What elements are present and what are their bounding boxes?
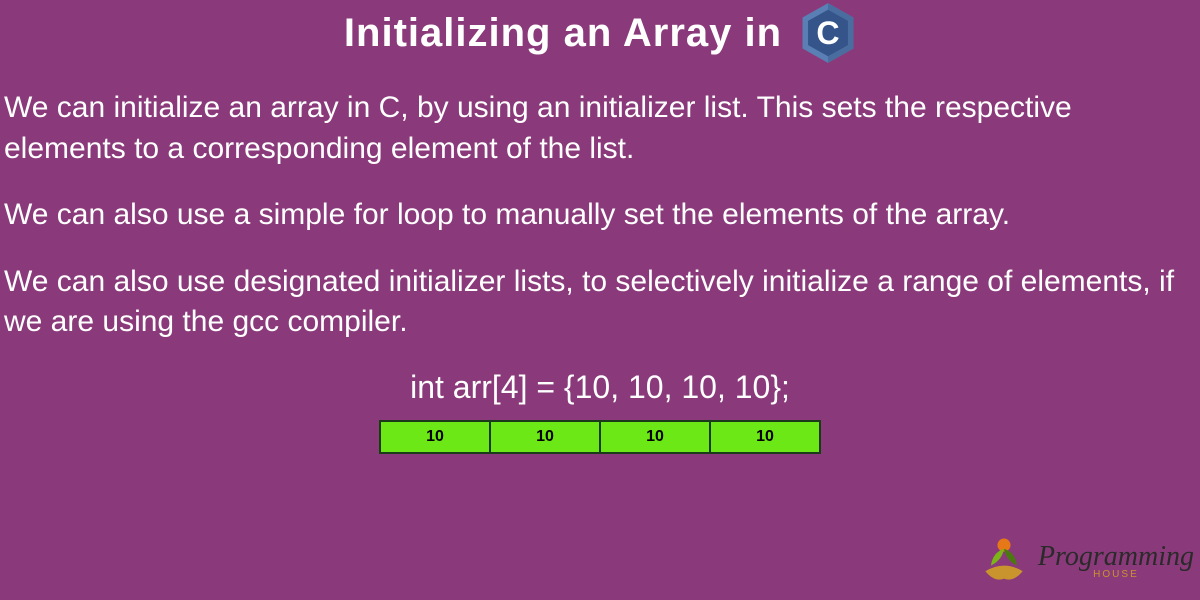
watermark-text-block: Programming HOUSE — [1038, 541, 1194, 580]
code-example: int arr[4] = {10, 10, 10, 10}; — [0, 369, 1200, 406]
array-table: 10 10 10 10 — [379, 420, 821, 454]
array-cell: 10 — [380, 421, 490, 453]
title-row: Initializing an Array in C — [0, 0, 1200, 64]
array-cell: 10 — [490, 421, 600, 453]
array-cell: 10 — [710, 421, 820, 453]
body-text: We can initialize an array in C, by usin… — [0, 88, 1200, 343]
page-title: Initializing an Array in — [344, 11, 782, 56]
array-cell: 10 — [600, 421, 710, 453]
svg-text:C: C — [816, 15, 839, 51]
c-language-icon: C — [800, 2, 856, 64]
table-row: 10 10 10 10 — [380, 421, 820, 453]
paragraph-3: We can also use designated initializer l… — [4, 262, 1196, 343]
paragraph-1: We can initialize an array in C, by usin… — [4, 88, 1196, 169]
programming-house-logo-icon — [976, 532, 1032, 588]
watermark: Programming HOUSE — [976, 532, 1194, 588]
paragraph-2: We can also use a simple for loop to man… — [4, 195, 1196, 236]
watermark-title: Programming — [1038, 541, 1194, 573]
